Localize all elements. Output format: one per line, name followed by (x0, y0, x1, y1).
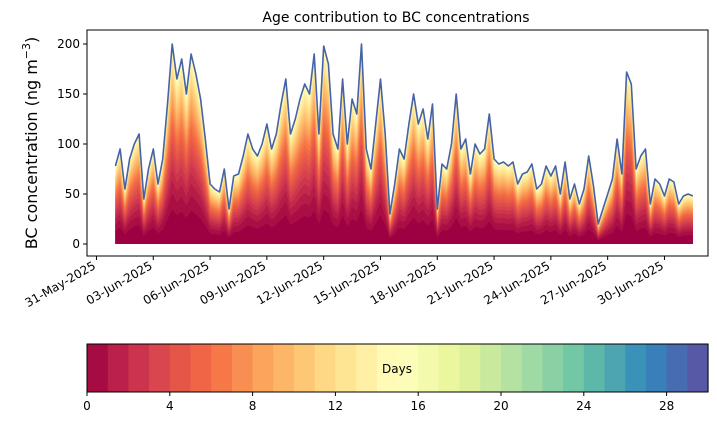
colorbar-bin (583, 344, 606, 392)
colorbar (87, 344, 709, 392)
y-tick-label: 50 (65, 187, 80, 201)
colorbar-bin (294, 344, 316, 392)
total-series-line-group (114, 43, 694, 225)
plot-frame (86, 29, 709, 257)
colorbar-bin (273, 344, 295, 392)
colorbar-ticks: 0 4 8 12 16 20 24 28 (83, 392, 674, 413)
colorbar-bin (480, 344, 502, 392)
colorbar-bin (397, 344, 419, 392)
colorbar-tick-label: 4 (166, 399, 174, 413)
colorbar-tick-label: 24 (576, 399, 591, 413)
colorbar-bin (190, 344, 212, 392)
colorbar-bin (438, 344, 461, 392)
colorbar-tick-label: 8 (249, 399, 257, 413)
colorbar-bin (501, 344, 523, 392)
y-tick-label: 100 (57, 137, 80, 151)
x-axis-ticks: 31-May-202503-Jun-202506-Jun-202509-Jun-… (22, 256, 666, 310)
colorbar-bin (356, 344, 378, 392)
age-layer-1 (115, 209, 693, 244)
colorbar-frame (86, 343, 709, 393)
y-tick-label: 0 (72, 237, 80, 251)
colorbar-bin (314, 344, 336, 392)
colorbar-bin (169, 344, 192, 392)
colorbar-bin (521, 344, 543, 392)
age-contribution-areas (115, 44, 693, 245)
colorbar-bin (231, 344, 254, 392)
colorbar-tick-label: 20 (493, 399, 508, 413)
y-axis-label-text: BC concentration (ng m (22, 59, 41, 249)
colorbar-bin (687, 344, 709, 392)
y-axis-label-close: ) (22, 37, 41, 43)
colorbar-bin (542, 344, 564, 392)
colorbar-tick-label: 16 (411, 399, 426, 413)
colorbar-bin (666, 344, 688, 392)
total-series-line (114, 43, 694, 225)
y-axis-label: BC concentration (ng m−3) (20, 37, 41, 250)
colorbar-tick-label: 28 (659, 399, 674, 413)
y-axis-label-exponent: −3 (20, 43, 33, 59)
colorbar-bin (418, 344, 440, 392)
colorbar-bin (376, 344, 399, 392)
colorbar-bin (335, 344, 357, 392)
y-axis-ticks: 0 50 100 150 200 (57, 37, 87, 251)
colorbar-bin (149, 344, 171, 392)
colorbar-bin (459, 344, 481, 392)
colorbar-bin (252, 344, 274, 392)
colorbar-bin (211, 344, 233, 392)
colorbar-bin (604, 344, 626, 392)
colorbar-bin (625, 344, 647, 392)
colorbar-bin (107, 344, 129, 392)
colorbar-tick-label: 12 (328, 399, 343, 413)
y-tick-label: 200 (57, 37, 80, 51)
colorbar-bin (128, 344, 150, 392)
chart-title: Age contribution to BC concentrations (262, 10, 529, 26)
y-tick-label: 150 (57, 87, 80, 101)
colorbar-bin (87, 344, 109, 392)
colorbar-bin (563, 344, 585, 392)
colorbar-tick-label: 0 (83, 399, 91, 413)
colorbar-bin (645, 344, 668, 392)
colorbar-label: Days (382, 362, 412, 376)
